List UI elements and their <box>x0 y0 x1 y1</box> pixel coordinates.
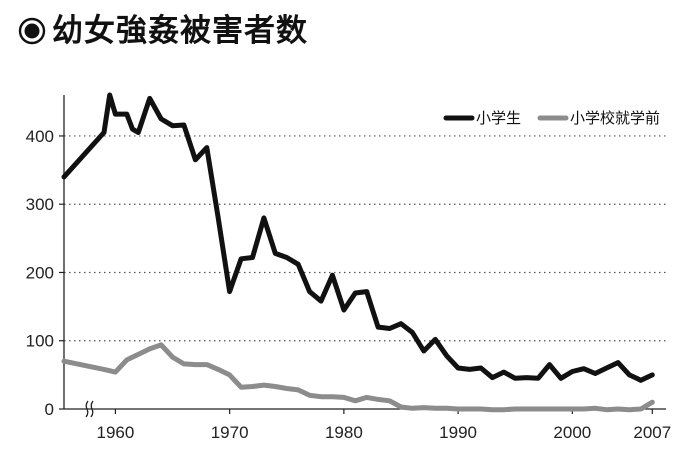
y-tick-label: 0 <box>45 400 54 419</box>
x-tick-labels: 1960 1970 1980 1990 2000 2007 <box>96 409 671 442</box>
gridlines <box>64 135 666 342</box>
circle-bullet-icon <box>18 17 46 45</box>
legend-label-series-0: 小学生 <box>476 109 521 127</box>
y-tick-label: 300 <box>26 195 54 214</box>
chart-title-text: 幼女強姦被害者数 <box>52 13 308 49</box>
x-tick-label: 1960 <box>96 423 134 442</box>
legend: 小学生 小学校就学前 <box>443 109 660 127</box>
series-line-0 <box>61 92 655 383</box>
x-tick-label: 1970 <box>211 423 249 442</box>
y-tick-label: 100 <box>26 332 54 351</box>
y-tick-label: 400 <box>26 127 54 146</box>
x-tick-label: 1990 <box>439 423 477 442</box>
x-tick-label: 1980 <box>325 423 363 442</box>
axis-break-icon <box>85 400 94 418</box>
y-tick-label: 200 <box>26 263 54 282</box>
series-line-1 <box>61 342 655 413</box>
series-lines <box>61 92 655 413</box>
y-tick-labels: 0 100 200 300 400 <box>26 127 64 419</box>
legend-label-series-1: 小学校就学前 <box>570 109 660 127</box>
chart-title: 幼女強姦被害者数 <box>18 14 308 48</box>
x-tick-label: 2000 <box>553 423 591 442</box>
x-tick-label: 2007 <box>633 423 671 442</box>
